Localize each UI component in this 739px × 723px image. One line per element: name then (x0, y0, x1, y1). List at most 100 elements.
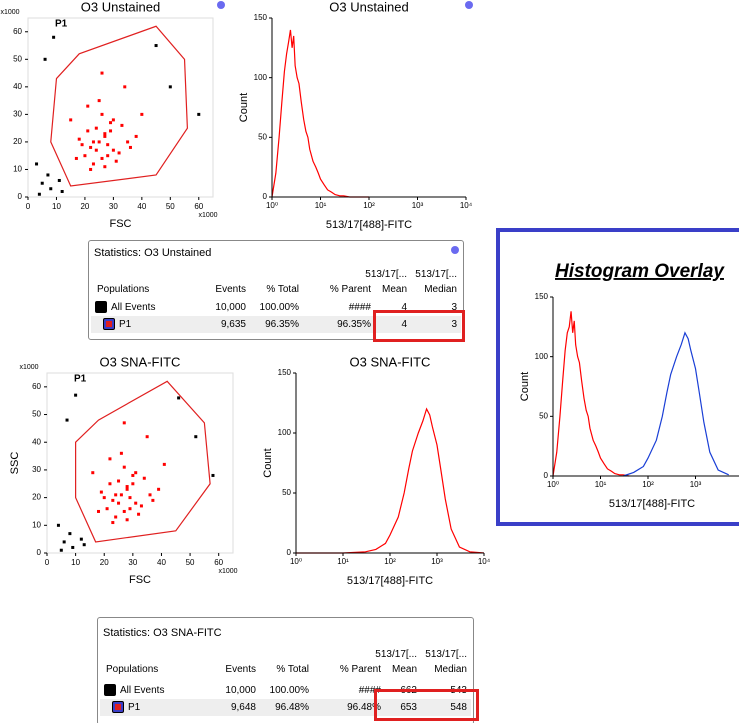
table-cell: 548 (450, 702, 467, 713)
highlight-box (374, 689, 479, 721)
event-dot (148, 493, 152, 497)
event-dot (91, 162, 95, 166)
event-dot (60, 189, 64, 193)
event-dot (117, 501, 121, 505)
event-dot (140, 112, 144, 116)
chart-title: O3 SNA-FITC (100, 354, 181, 369)
gate-label: P1 (74, 374, 87, 385)
y-tick-label: 60 (32, 382, 41, 391)
column-header: % Total (276, 664, 309, 675)
x-tick-label: 30 (128, 558, 137, 567)
column-header: % Parent (329, 284, 371, 295)
event-dot (103, 165, 107, 169)
event-dot (106, 154, 110, 158)
x-multiplier: x1000 (218, 568, 237, 575)
column-group: 513/17[... (365, 269, 407, 280)
x-tick-label: 10³ (431, 557, 443, 566)
event-dot (177, 396, 181, 400)
event-dot (59, 548, 63, 552)
event-dot (109, 121, 113, 125)
table-cell: 9,648 (230, 702, 256, 713)
event-dot (114, 159, 118, 163)
event-dot (52, 35, 56, 39)
event-dot (57, 178, 61, 182)
y-tick-label: 50 (13, 54, 22, 63)
row-highlight (91, 316, 461, 333)
x-tick-label: 60 (194, 202, 203, 211)
event-dot (40, 181, 44, 185)
table-cell: #### (358, 685, 381, 696)
table-cell: 4 (401, 302, 407, 313)
event-dot (89, 145, 93, 149)
event-dot (168, 85, 172, 89)
y-tick-label: 40 (13, 82, 22, 91)
event-dot (100, 71, 104, 75)
population-icon (103, 318, 115, 330)
y-axis-label: Count (519, 372, 531, 401)
table-cell: 9,635 (220, 319, 246, 330)
y-multiplier: x1000 (0, 9, 19, 16)
population-icon (104, 684, 116, 696)
x-tick-label: 10² (384, 557, 396, 566)
column-header: % Total (266, 284, 299, 295)
column-header: Events (215, 284, 246, 295)
y-tick-label: 0 (18, 192, 23, 201)
gate-label: P1 (55, 19, 68, 30)
y-tick-label: 0 (263, 192, 268, 201)
y-tick-label: 30 (32, 465, 41, 474)
x-tick-label: 40 (137, 202, 146, 211)
column-group: 513/17[... (415, 269, 457, 280)
y-tick-label: 150 (278, 368, 292, 377)
event-dot (131, 482, 135, 486)
event-dot (69, 118, 73, 122)
y-axis-label: SSC (0, 96, 2, 119)
event-dot (134, 134, 138, 138)
column-group: 513/17[... (425, 649, 467, 660)
event-dot (125, 485, 129, 489)
chart-title: O3 SNA-FITC (350, 354, 431, 369)
column-header: Mean (391, 664, 417, 675)
event-dot (119, 493, 123, 497)
event-dot (46, 173, 50, 177)
table-cell: 96.48% (347, 702, 381, 713)
x-tick-label: 10 (52, 202, 61, 211)
x-tick-label: 20 (100, 558, 109, 567)
event-dot (94, 126, 98, 130)
x-tick-label: 10¹ (595, 480, 607, 489)
column-header: % Parent (339, 664, 381, 675)
x-tick-label: 10⁰ (266, 201, 278, 210)
event-dot (97, 509, 101, 513)
x-tick-label: 10 (71, 558, 80, 567)
event-dot (154, 44, 158, 48)
event-dot (114, 493, 118, 497)
event-dot (139, 504, 143, 508)
x-tick-label: 30 (109, 202, 118, 211)
table-title: Statistics: O3 Unstained (94, 247, 212, 259)
y-tick-label: 10 (32, 520, 41, 529)
population-name: All Events (120, 685, 165, 696)
y-tick-label: 0 (37, 548, 42, 557)
statistics-table: Statistics: O3 SNA-FITC 513/17[... 513/17[… (97, 617, 474, 723)
x-axis-label: FSC (129, 574, 151, 586)
x-tick-label: 40 (157, 558, 166, 567)
status-dot (217, 1, 225, 9)
event-dot (111, 498, 115, 502)
y-tick-label: 60 (13, 27, 22, 36)
y-multiplier: x1000 (19, 364, 38, 371)
y-axis-label: Count (262, 448, 274, 477)
y-tick-label: 10 (13, 165, 22, 174)
y-tick-label: 100 (278, 428, 292, 437)
x-tick-label: 10⁰ (290, 557, 302, 566)
event-dot (142, 476, 146, 480)
event-dot (134, 501, 138, 505)
x-tick-label: 50 (166, 202, 175, 211)
event-dot (122, 465, 126, 469)
x-tick-label: 10² (642, 480, 654, 489)
table-cell: 10,000 (225, 685, 256, 696)
population-icon (95, 301, 107, 313)
event-dot (131, 473, 135, 477)
event-dot (128, 145, 132, 149)
event-dot (157, 487, 161, 491)
x-tick-label: 20 (80, 202, 89, 211)
event-dot (125, 487, 129, 491)
